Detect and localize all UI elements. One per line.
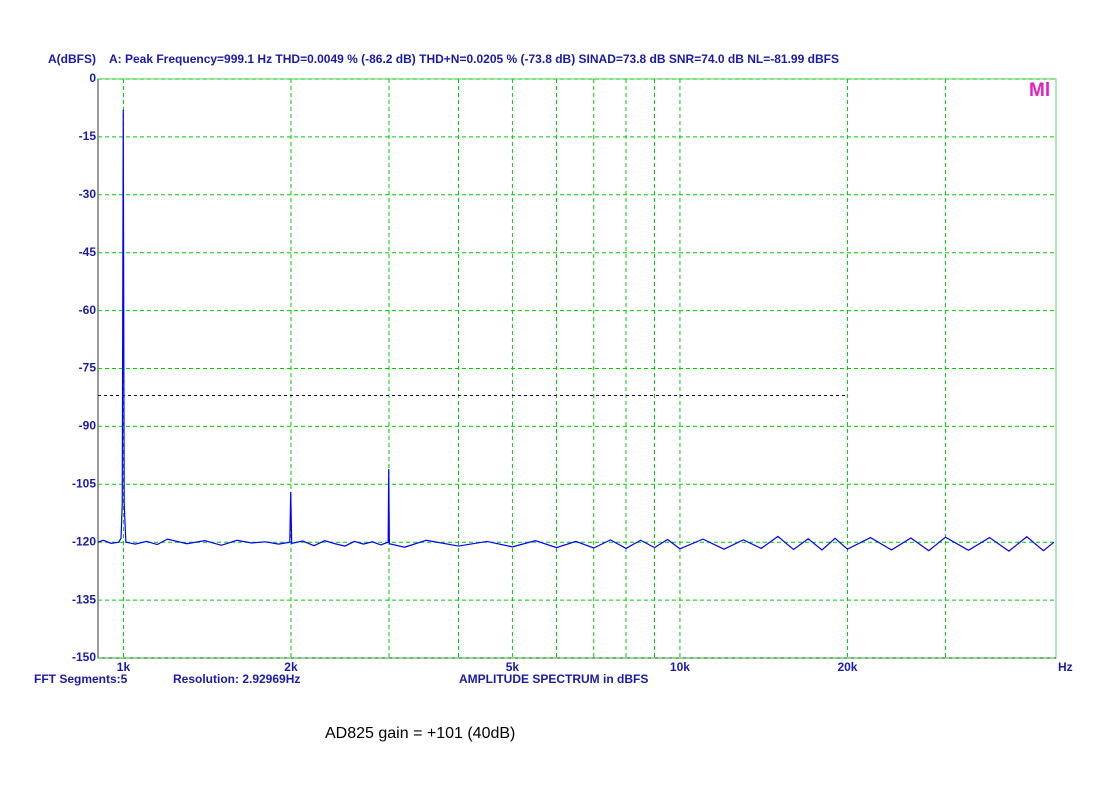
y-axis-label: A(dBFS) — [48, 52, 96, 66]
chart-title: A: Peak Frequency=999.1 Hz THD=0.0049 % … — [109, 52, 839, 66]
y-tick-label: -135 — [72, 592, 96, 606]
y-tick-label: -60 — [79, 303, 97, 317]
y-tick-label: -120 — [72, 534, 96, 548]
footer-segments: FFT Segments:5 — [34, 672, 128, 686]
y-tick-label: -150 — [72, 650, 96, 664]
x-axis-label: Hz — [1058, 660, 1073, 674]
footer-resolution: Resolution: 2.92969Hz — [173, 672, 300, 686]
caption: AD825 gain = +101 (40dB) — [325, 725, 515, 742]
y-tick-label: -75 — [79, 361, 97, 375]
x-tick-label: 20k — [837, 660, 857, 674]
y-tick-label: 0 — [89, 71, 96, 85]
y-tick-label: -45 — [79, 245, 97, 259]
spectrum-line — [97, 109, 1055, 552]
watermark: Ml — [1029, 80, 1050, 101]
x-tick-label: 1k — [117, 660, 131, 674]
y-tick-label: -105 — [72, 476, 96, 490]
x-tick-label: 5k — [506, 660, 520, 674]
footer-title: AMPLITUDE SPECTRUM in dBFS — [459, 672, 648, 686]
x-tick-label: 2k — [284, 660, 298, 674]
y-tick-label: -30 — [79, 187, 97, 201]
x-tick-label: 10k — [670, 660, 690, 674]
y-tick-label: -90 — [79, 419, 97, 433]
y-tick-label: -15 — [79, 129, 97, 143]
